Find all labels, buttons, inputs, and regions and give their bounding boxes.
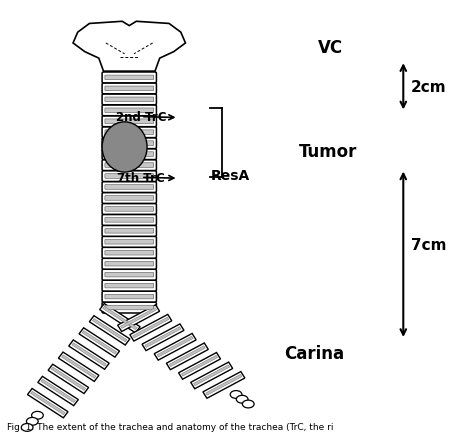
FancyBboxPatch shape — [105, 229, 154, 233]
FancyBboxPatch shape — [105, 207, 154, 212]
Bar — [62, 355, 96, 378]
FancyBboxPatch shape — [105, 262, 154, 266]
Bar — [58, 352, 99, 381]
Bar — [72, 343, 106, 366]
Bar — [92, 319, 127, 342]
FancyBboxPatch shape — [105, 131, 154, 135]
FancyBboxPatch shape — [102, 204, 156, 215]
Bar — [166, 343, 208, 370]
FancyBboxPatch shape — [102, 73, 156, 84]
FancyBboxPatch shape — [105, 185, 154, 190]
FancyBboxPatch shape — [102, 95, 156, 106]
FancyBboxPatch shape — [105, 76, 154, 81]
FancyBboxPatch shape — [105, 295, 154, 299]
FancyBboxPatch shape — [105, 98, 154, 102]
FancyBboxPatch shape — [105, 251, 154, 255]
FancyBboxPatch shape — [102, 292, 156, 302]
FancyBboxPatch shape — [105, 284, 154, 288]
FancyBboxPatch shape — [102, 270, 156, 280]
FancyBboxPatch shape — [102, 226, 156, 237]
Bar — [182, 356, 218, 376]
Bar — [142, 324, 184, 351]
Bar — [133, 318, 169, 338]
Bar — [69, 340, 109, 369]
FancyBboxPatch shape — [105, 109, 154, 113]
Bar — [154, 334, 196, 360]
Bar — [193, 365, 229, 386]
Text: Fig. 1. The extent of the trachea and anatomy of the trachea (TrC, the ri: Fig. 1. The extent of the trachea and an… — [8, 422, 334, 431]
FancyBboxPatch shape — [105, 218, 154, 223]
Ellipse shape — [242, 400, 254, 408]
Bar — [145, 327, 181, 348]
Bar — [79, 328, 119, 357]
Bar — [31, 392, 65, 415]
FancyBboxPatch shape — [105, 174, 154, 179]
Ellipse shape — [32, 411, 43, 419]
FancyBboxPatch shape — [105, 152, 154, 157]
FancyBboxPatch shape — [102, 149, 156, 160]
FancyBboxPatch shape — [102, 215, 156, 226]
Bar — [203, 372, 245, 399]
Bar — [130, 314, 172, 341]
FancyBboxPatch shape — [102, 193, 156, 204]
Text: ResA: ResA — [210, 169, 250, 183]
FancyBboxPatch shape — [102, 259, 156, 269]
Bar — [51, 367, 86, 391]
Bar — [118, 305, 160, 332]
FancyBboxPatch shape — [102, 281, 156, 291]
FancyBboxPatch shape — [102, 160, 156, 171]
FancyBboxPatch shape — [102, 171, 156, 182]
FancyBboxPatch shape — [105, 240, 154, 244]
Bar — [120, 308, 156, 328]
Ellipse shape — [102, 123, 147, 173]
Ellipse shape — [230, 391, 242, 399]
Bar — [100, 304, 140, 333]
Text: VC: VC — [318, 39, 343, 57]
FancyBboxPatch shape — [105, 87, 154, 92]
Bar — [27, 389, 68, 418]
FancyBboxPatch shape — [102, 138, 156, 149]
Bar — [169, 346, 205, 367]
FancyBboxPatch shape — [102, 237, 156, 247]
Bar — [41, 379, 75, 403]
Ellipse shape — [21, 424, 33, 431]
Text: Tumor: Tumor — [299, 143, 357, 161]
Text: 2cm: 2cm — [411, 80, 447, 95]
FancyBboxPatch shape — [102, 303, 156, 313]
Text: Carina: Carina — [284, 344, 344, 362]
FancyBboxPatch shape — [105, 141, 154, 146]
Text: 7cm: 7cm — [411, 237, 447, 252]
FancyBboxPatch shape — [102, 117, 156, 127]
FancyBboxPatch shape — [105, 163, 154, 168]
Bar — [191, 362, 233, 389]
Polygon shape — [73, 22, 185, 72]
FancyBboxPatch shape — [102, 182, 156, 193]
FancyBboxPatch shape — [105, 196, 154, 201]
Bar — [82, 331, 117, 354]
Ellipse shape — [237, 396, 248, 403]
FancyBboxPatch shape — [102, 248, 156, 258]
FancyBboxPatch shape — [105, 273, 154, 277]
Text: 2nd TrC: 2nd TrC — [116, 111, 166, 124]
FancyBboxPatch shape — [102, 84, 156, 95]
FancyBboxPatch shape — [105, 306, 154, 310]
Bar — [103, 307, 137, 330]
Bar — [38, 377, 78, 406]
Bar — [48, 364, 89, 394]
FancyBboxPatch shape — [102, 106, 156, 117]
Bar — [206, 374, 242, 395]
FancyBboxPatch shape — [102, 127, 156, 138]
Bar — [179, 353, 220, 379]
Text: 7th TrC: 7th TrC — [117, 171, 165, 184]
Bar — [157, 336, 193, 357]
Bar — [89, 316, 130, 345]
Ellipse shape — [27, 417, 38, 425]
FancyBboxPatch shape — [105, 120, 154, 124]
